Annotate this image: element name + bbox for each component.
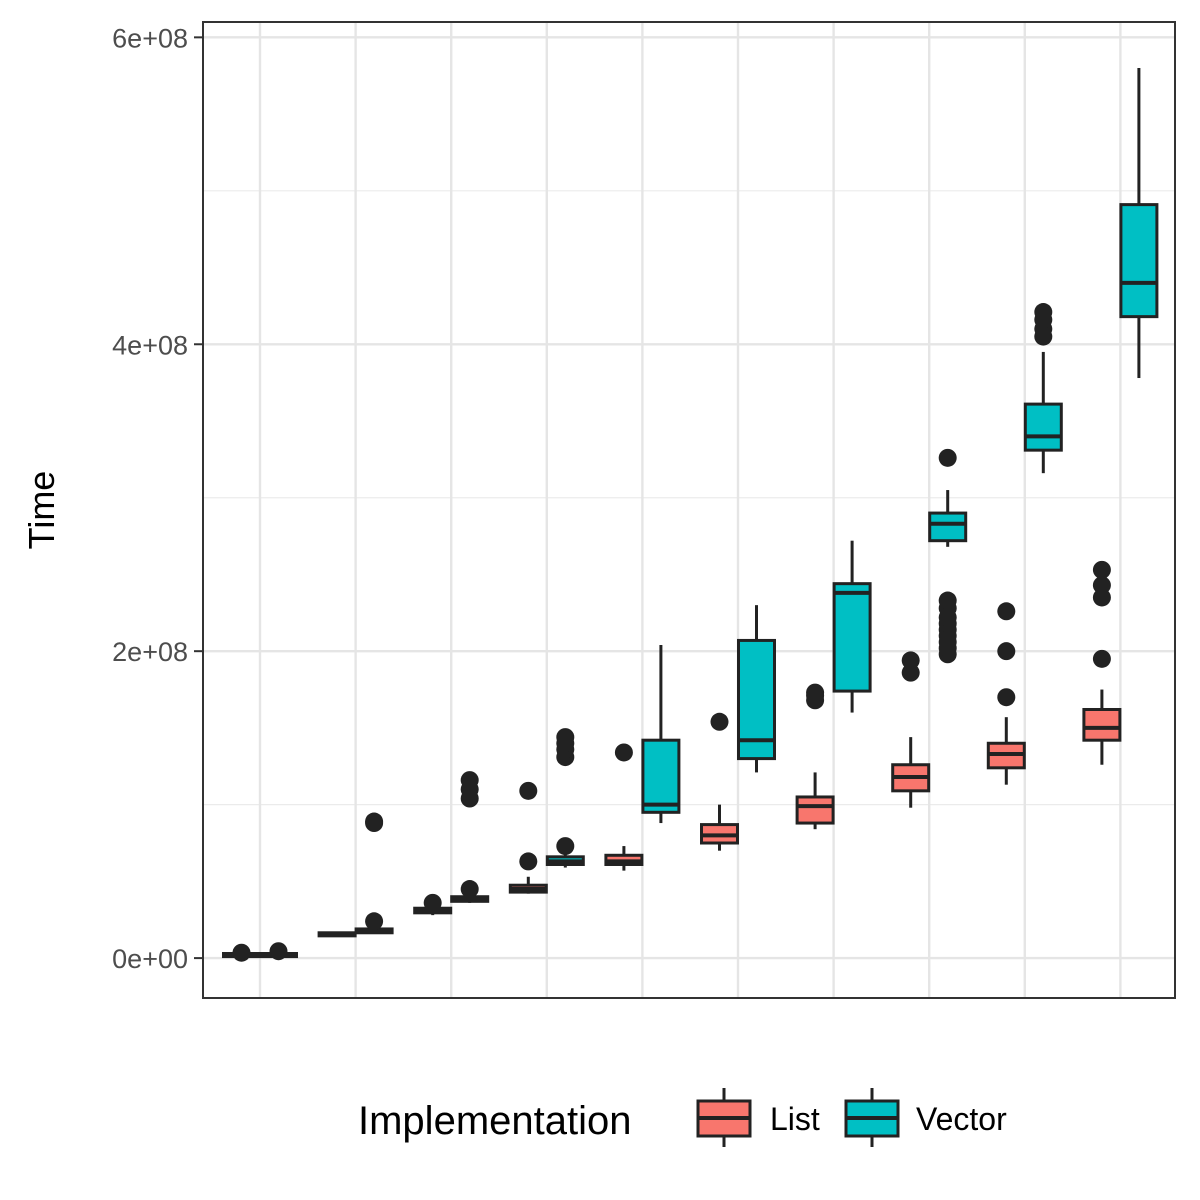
box-vector-5 bbox=[641, 645, 681, 824]
legend-label-vector: Vector bbox=[916, 1101, 1007, 1137]
box-vector-6 bbox=[737, 605, 776, 773]
box-list-10 bbox=[1082, 560, 1122, 765]
outlier-point bbox=[365, 812, 384, 831]
legend: Implementation List Vector bbox=[358, 1088, 1007, 1147]
outlier-point bbox=[1092, 576, 1111, 595]
box-list-2 bbox=[317, 931, 357, 938]
box-list-4 bbox=[508, 781, 548, 894]
box-vector-4 bbox=[545, 728, 585, 868]
outlier-point bbox=[614, 743, 633, 762]
plot-panel bbox=[202, 21, 1176, 999]
outlier-point bbox=[1034, 303, 1053, 322]
legend-title: Implementation bbox=[358, 1099, 631, 1143]
box-vector-2 bbox=[354, 812, 394, 935]
box-vector-10 bbox=[1119, 68, 1159, 379]
box-vector-7 bbox=[832, 540, 872, 713]
box-vector-9 bbox=[1023, 303, 1063, 474]
outlier-point bbox=[519, 852, 538, 871]
outlier-point bbox=[460, 880, 479, 899]
box-iqr bbox=[928, 511, 968, 543]
outlier-point bbox=[1092, 649, 1111, 668]
outlier-point bbox=[901, 651, 920, 670]
box-list-5 bbox=[604, 743, 644, 871]
box-iqr bbox=[795, 795, 835, 825]
box-list-3 bbox=[413, 893, 453, 916]
box-list-7 bbox=[795, 683, 835, 830]
y-axis: 0e+00 2e+08 4e+08 6e+08 bbox=[112, 23, 203, 974]
outlier-point bbox=[365, 912, 384, 931]
outlier-point bbox=[423, 893, 442, 912]
legend-key-list: List bbox=[696, 1088, 820, 1147]
outlier-point bbox=[232, 943, 251, 962]
box-vector-1 bbox=[259, 942, 298, 961]
outlier-point bbox=[710, 712, 729, 731]
outlier-point bbox=[556, 728, 575, 747]
y-tick-label: 2e+08 bbox=[112, 637, 188, 667]
legend-key-vector: Vector bbox=[844, 1088, 1007, 1147]
series-vector bbox=[259, 68, 1159, 961]
box-iqr bbox=[832, 582, 872, 693]
y-tick-label: 0e+00 bbox=[112, 944, 188, 974]
outlier-point bbox=[938, 448, 957, 467]
box-iqr bbox=[1082, 707, 1122, 742]
y-tick-label: 6e+08 bbox=[112, 23, 188, 53]
legend-label-list: List bbox=[770, 1101, 820, 1137]
outlier-point bbox=[997, 602, 1016, 621]
box-list-6 bbox=[700, 712, 739, 851]
box-iqr bbox=[641, 738, 681, 814]
boxes-layer bbox=[222, 68, 1159, 962]
outlier-point bbox=[938, 591, 957, 610]
outlier-point bbox=[997, 642, 1016, 661]
y-axis-title: Time bbox=[21, 471, 62, 550]
y-tick-label: 4e+08 bbox=[112, 330, 188, 360]
box-list-9 bbox=[986, 602, 1026, 785]
panel-background bbox=[203, 22, 1175, 998]
outlier-point bbox=[519, 781, 538, 800]
legend-keys: List Vector bbox=[696, 1088, 1007, 1147]
box-iqr bbox=[1023, 402, 1063, 452]
outlier-point bbox=[997, 688, 1016, 707]
outlier-point bbox=[269, 942, 288, 961]
outlier-point bbox=[460, 771, 479, 790]
gridlines bbox=[203, 22, 1175, 998]
outlier-point bbox=[1092, 560, 1111, 579]
box-list-8 bbox=[891, 651, 931, 808]
outlier-point bbox=[806, 683, 825, 702]
box-vector-8 bbox=[928, 448, 968, 664]
box-iqr bbox=[1119, 203, 1159, 319]
panel-border bbox=[202, 21, 1176, 999]
box-vector-3 bbox=[450, 771, 490, 903]
outlier-point bbox=[556, 837, 575, 856]
